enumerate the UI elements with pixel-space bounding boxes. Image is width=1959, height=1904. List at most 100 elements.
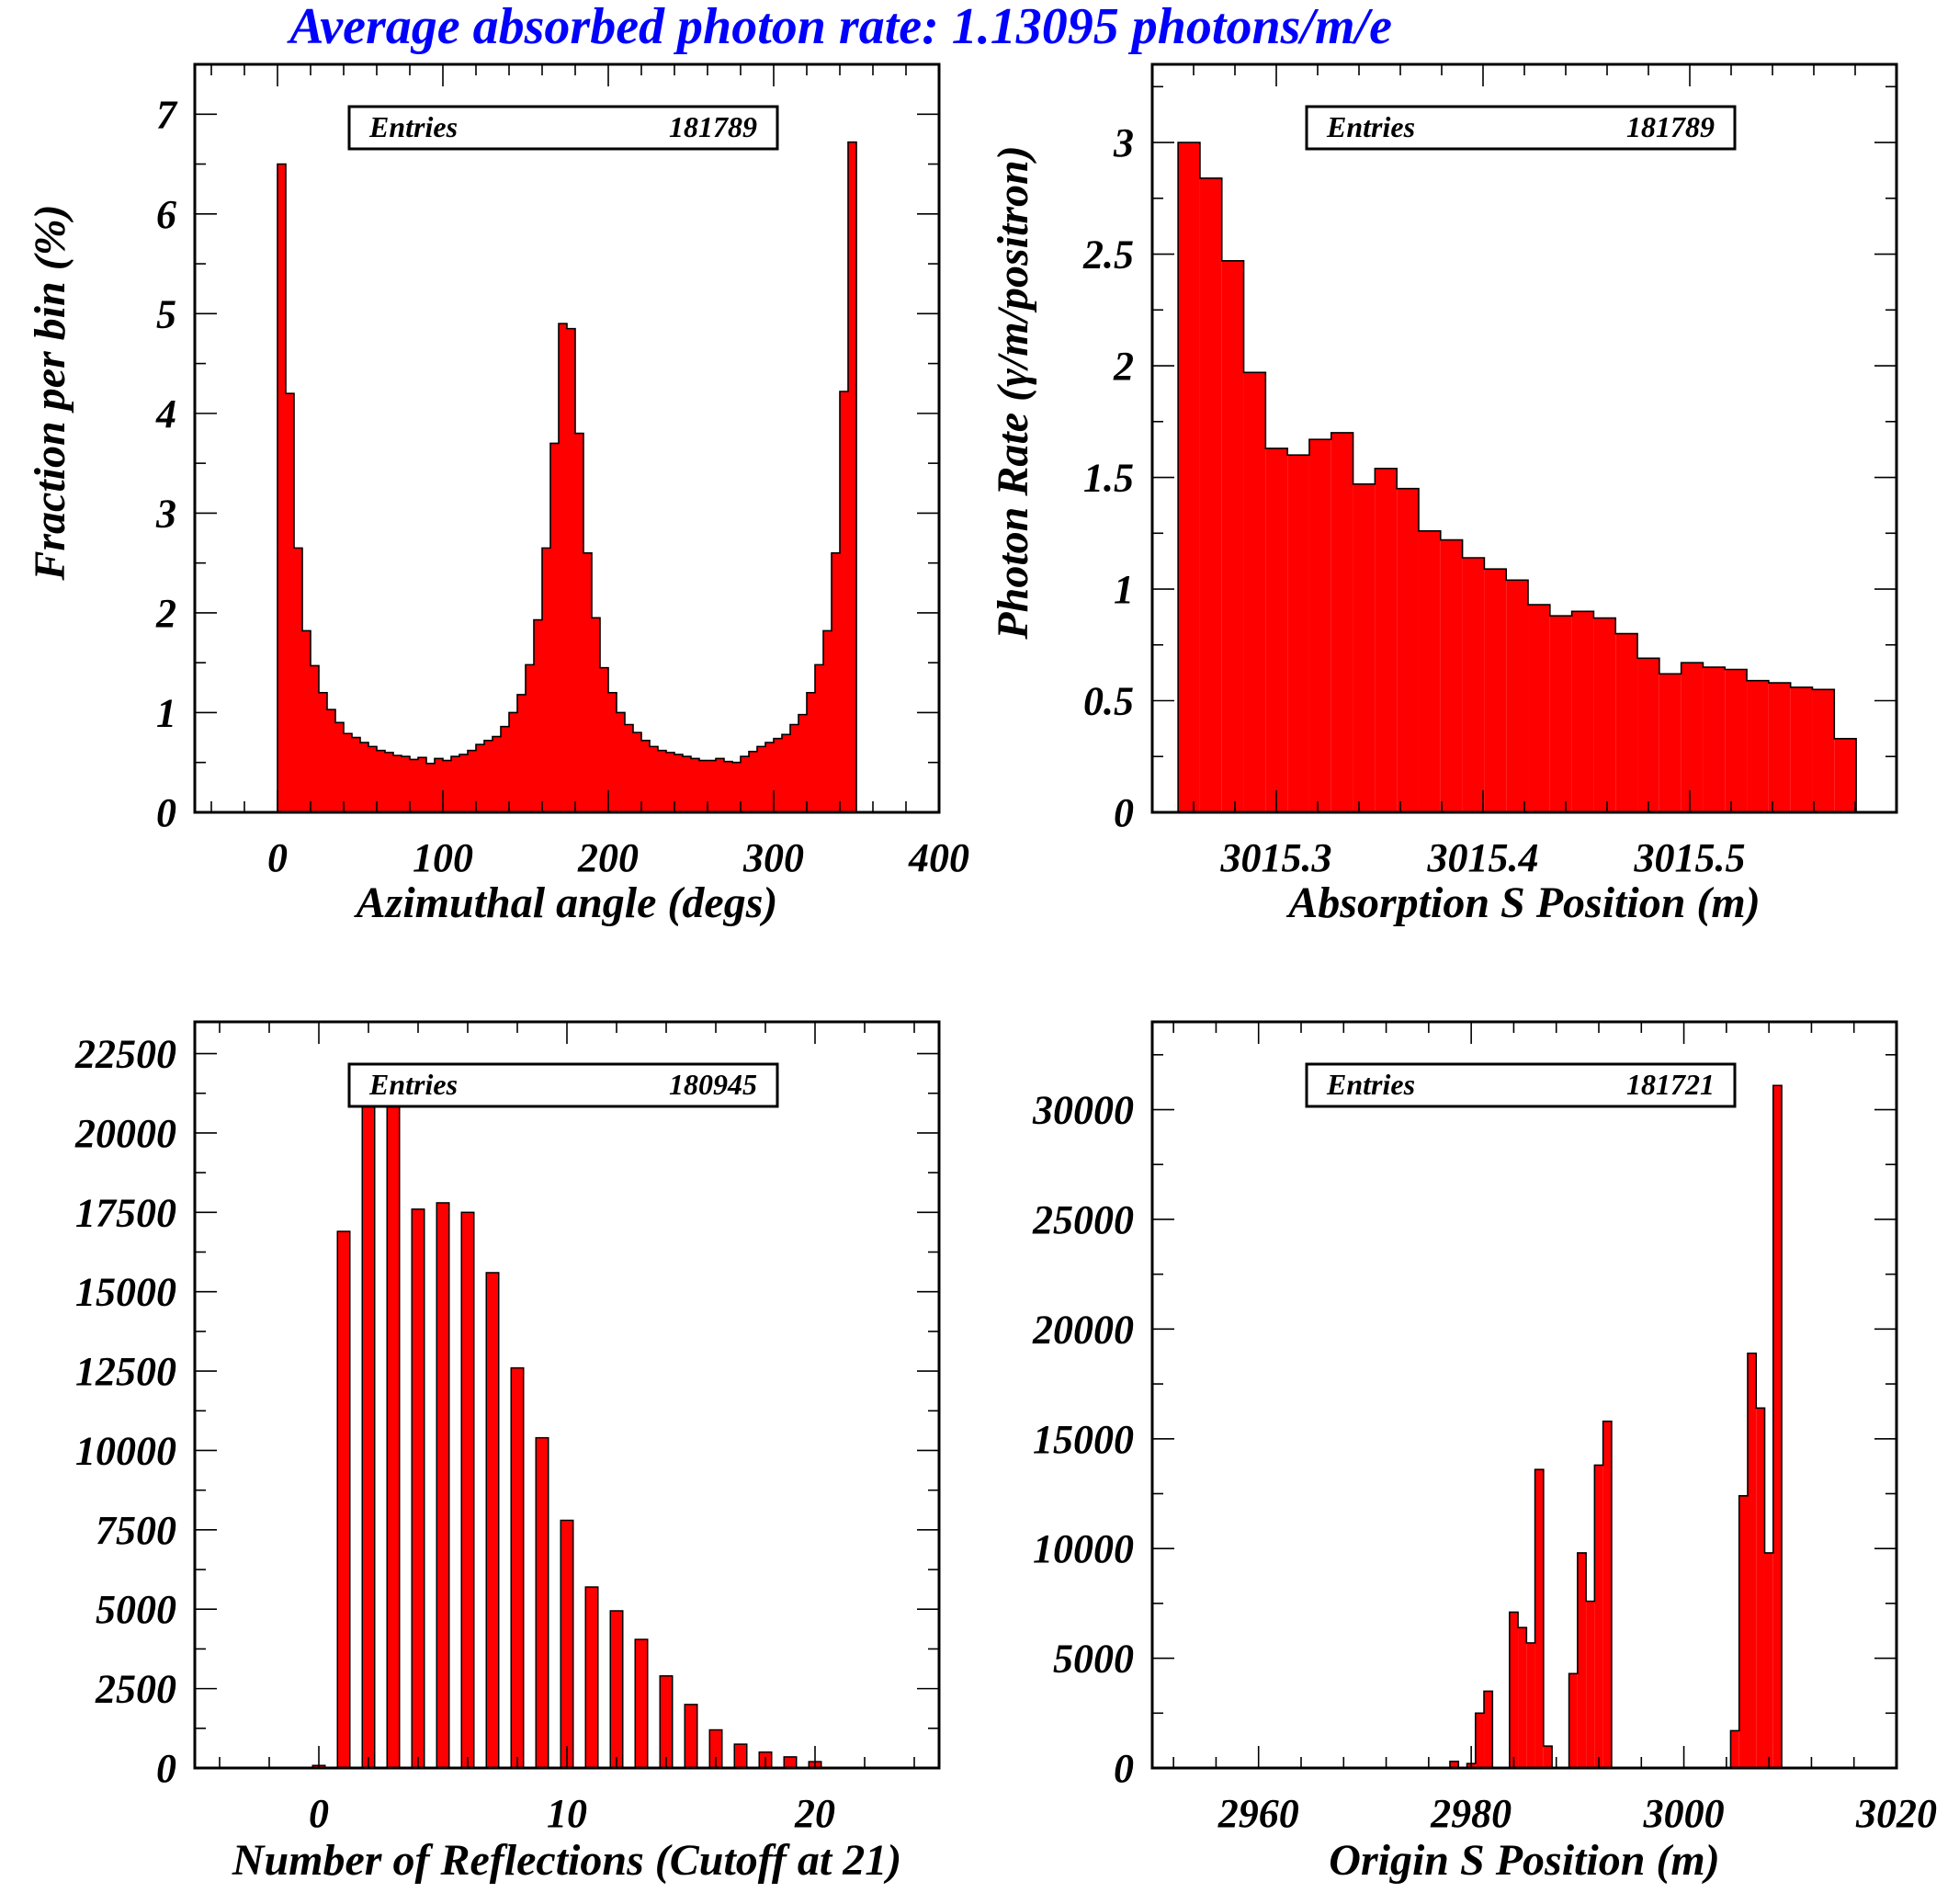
bar [410,759,418,812]
x-tick-label: 3000 [1643,1791,1725,1836]
stats-box: Entries 180945 [347,1062,779,1108]
bar [567,328,575,812]
bar [684,1704,698,1769]
bar [1549,616,1572,812]
stats-value: 180945 [669,1068,757,1101]
bar [1353,483,1376,812]
bar [608,692,617,812]
bar [683,756,691,812]
y-tick-label: 0 [156,1746,176,1791]
bar [1440,539,1463,812]
x-tick-label: 3020 [1855,1791,1937,1836]
bar [393,755,402,812]
bar [1534,1469,1544,1768]
bar [1475,1713,1485,1768]
bar [1571,611,1594,812]
y-tick-label: 7500 [96,1508,176,1553]
stats-value: 181789 [669,110,757,143]
bar [708,760,716,812]
bar [724,761,732,812]
bar [352,737,360,812]
bar [1768,683,1791,812]
bar [1568,1673,1578,1768]
bar [1602,1421,1612,1768]
bar [1834,738,1857,812]
y-tick-label: 2 [155,591,176,636]
y-tick-label: 7 [156,92,178,137]
bar [584,1586,599,1769]
bar [560,1519,574,1769]
chart-panel-1: 0 100 200 300 400 0 1 2 3 4 5 6 7 Azimuthal angle (de… [26,62,969,927]
stats-box: Entries 181721 [1305,1062,1737,1108]
y-tick-label: 1.5 [1083,456,1134,501]
bar [798,714,807,812]
bar [1637,658,1659,812]
bars [1449,1084,1783,1769]
bar [368,746,377,812]
bar [1748,1353,1757,1768]
y-tick-label: 0 [1114,790,1134,835]
y-tick-label: 17500 [75,1190,176,1235]
y-tick-label: 30000 [1032,1088,1134,1133]
bar [1199,177,1222,813]
y-tick-label: 1 [1114,567,1134,612]
bar [1526,1642,1535,1768]
bar [542,548,550,812]
y-tick-label: 5 [156,291,176,336]
x-tick-label: 200 [577,835,639,880]
bar [609,1610,624,1769]
bar [691,758,699,812]
bar [1681,663,1704,812]
x-axis-label: Origin S Position (m) [1329,1836,1719,1885]
x-tick-label: 0 [309,1791,329,1836]
histogram-outline [1177,142,1857,812]
x-tick-label: 0 [267,835,288,880]
y-tick-label: 5000 [96,1587,176,1632]
bar [460,1211,475,1769]
stats-label: Entries [1326,1068,1415,1101]
bar [807,692,815,812]
bar [1287,455,1309,812]
bar [451,756,459,812]
bar [327,709,335,812]
bar [832,552,840,812]
bar [659,1675,674,1769]
bar [741,756,749,812]
stats-label: Entries [368,110,458,143]
stats-box-frame [1305,105,1737,151]
bar [535,1436,549,1769]
bar [385,752,393,812]
bar [1518,1627,1527,1768]
x-tick-label: 100 [413,835,473,880]
stats-value: 181721 [1626,1068,1715,1101]
bar [484,740,493,812]
x-axis-label: Number of Reflections (Cutoff at 21) [232,1836,901,1885]
y-axis-label: Fraction per bin (%) [26,204,74,581]
bar [674,754,683,812]
bar [517,694,526,812]
bar [493,736,501,812]
y-tick-label: 2500 [95,1667,176,1712]
x-tick-label: 10 [547,1791,587,1836]
x-tick-label: 2980 [1430,1791,1512,1836]
bar [1462,557,1485,812]
bar [823,630,832,812]
y-tick-label: 0.5 [1083,679,1134,724]
y-tick-label: 1 [156,690,176,735]
bar [790,724,798,812]
bar [1528,605,1550,812]
stats-box-frame [347,105,779,151]
bar [1772,1085,1783,1768]
bar [1756,1408,1765,1768]
stats-box-frame [1305,1062,1737,1108]
bar [344,733,352,812]
bar [436,1202,450,1769]
bar [840,391,848,812]
x-tick-label: 2960 [1217,1791,1299,1836]
bar [1543,1746,1553,1768]
bar [848,142,856,812]
bar [575,433,583,812]
bar [716,758,724,812]
bar [633,732,641,812]
bar [1265,448,1288,812]
